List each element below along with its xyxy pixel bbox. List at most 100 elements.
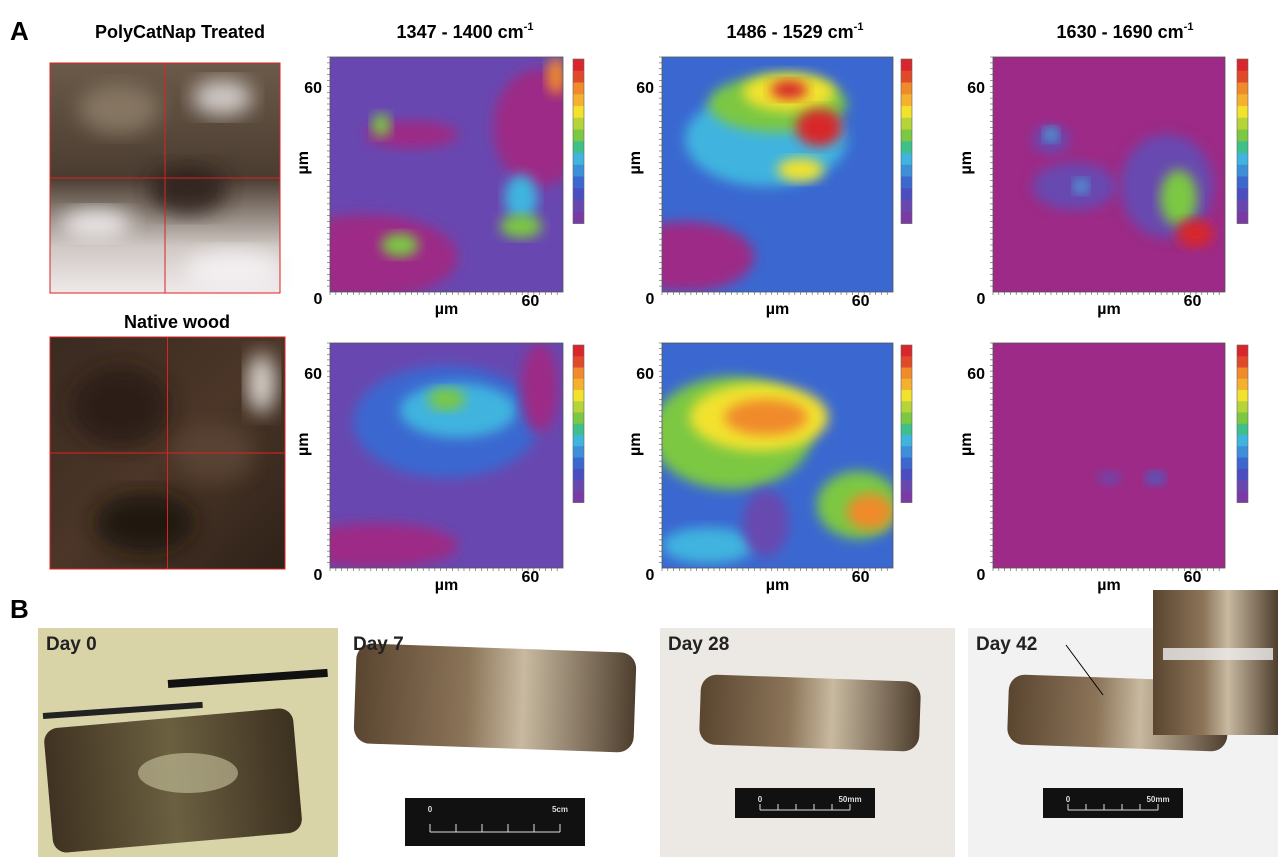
colorbar-step [573,59,584,71]
colorbar-step [901,177,912,189]
colorbar-step [573,94,584,106]
colorbar-step [573,368,584,380]
axis-unit: µm [295,151,312,174]
superscript: -1 [1184,21,1194,33]
wood-stain [138,753,238,793]
colorbar-step [901,118,912,130]
heatmap-region [1160,170,1197,226]
colorbar-step [1237,390,1248,402]
colorbar-step [901,59,912,71]
title-text: 1630 - 1690 cm [1057,22,1184,42]
axis-unit: µm [766,301,789,318]
colorbar-step [573,469,584,481]
colorbar-step [901,379,912,391]
colorbar-step [1237,469,1248,481]
colorbar-step [901,212,912,224]
colorbar-step [1237,200,1248,212]
texture [193,80,253,116]
page: {"panel_a": {"label": "A", "row_titles":… [0,0,1278,857]
heatmap-region [381,233,418,257]
colorbar-step [1237,212,1248,224]
colorbar-step [1237,401,1248,413]
colorbar-step [901,491,912,503]
colorbar-step [573,200,584,212]
x-tick-label: 60 [1184,569,1202,586]
y-tick-label: 60 [636,80,654,97]
colorbar-step [901,356,912,368]
colorbar-step [901,424,912,436]
heatmap-image [616,57,893,292]
heatmap-image [650,343,899,568]
origin-label: 0 [646,567,655,584]
heatmap-region [724,399,807,435]
origin-label: 0 [314,291,323,308]
y-tick-label: 60 [304,80,322,97]
colorbar-step [1237,165,1248,177]
colorbar-step [901,401,912,413]
colorbar-step [1237,83,1248,95]
colorbar-step [573,424,584,436]
heatmap-image [993,343,1225,568]
colorbar-step [573,130,584,142]
texture [148,165,228,215]
colorbar-step [573,413,584,425]
colorbar-step [901,390,912,402]
x-tick-label: 60 [852,293,870,310]
colorbar-step [573,356,584,368]
colorbar-step [573,458,584,470]
colorbar-step [901,188,912,200]
scale-label: 0 [428,805,433,814]
colorbar-step [1237,458,1248,470]
heatmap [616,57,912,295]
heatmap [990,343,1248,571]
colorbar-step [1237,491,1248,503]
colorbar-step [901,153,912,165]
colorbar-step [1237,379,1248,391]
inset-streak [1163,648,1273,660]
texture [71,367,171,447]
scale-label: 5cm [552,805,568,814]
scale-label: 50mm [1146,795,1169,804]
scale-label: 0 [1066,795,1071,804]
figure: APolyCatNap TreatedNative wood1347 - 140… [0,0,1278,857]
colorbar-step [1237,413,1248,425]
colorbar-step [901,130,912,142]
colorbar-step [901,71,912,83]
colorbar-step [573,212,584,224]
superscript: -1 [524,21,534,33]
colorbar-step [1237,59,1248,71]
axis-unit: µm [435,301,458,318]
colorbar-step [901,165,912,177]
photo: 0 50mm Day 42 [968,590,1278,857]
colorbar-step [901,141,912,153]
colorbar-step [901,480,912,492]
colorbar-step [901,435,912,447]
axis-unit: µm [295,433,312,456]
colorbar-step [901,106,912,118]
texture [79,84,159,134]
origin-label: 0 [977,291,986,308]
colorbar-step [573,71,584,83]
heatmap-region [796,109,842,147]
heatmap-region [521,343,558,433]
colorbar-step [901,413,912,425]
heatmap-region [1097,471,1120,485]
colorbar-step [1237,130,1248,142]
superscript: -1 [854,21,864,33]
y-tick-label: 60 [967,366,985,383]
heatmap-region [771,81,808,100]
panel-label: A [10,16,29,46]
row-title: PolyCatNap Treated [95,22,265,42]
colorbar-step [901,469,912,481]
heatmap-region [778,158,824,182]
heatmap-region [1044,128,1058,142]
heatmap-base [993,343,1225,568]
wood [353,643,636,753]
colorbar-step [1237,480,1248,492]
colorbar-step [1237,188,1248,200]
axis-unit: µm [766,577,789,594]
colorbar-step [1237,106,1248,118]
colorbar-step [573,165,584,177]
day-label: Day 42 [976,634,1037,655]
colorbar-step [1237,424,1248,436]
